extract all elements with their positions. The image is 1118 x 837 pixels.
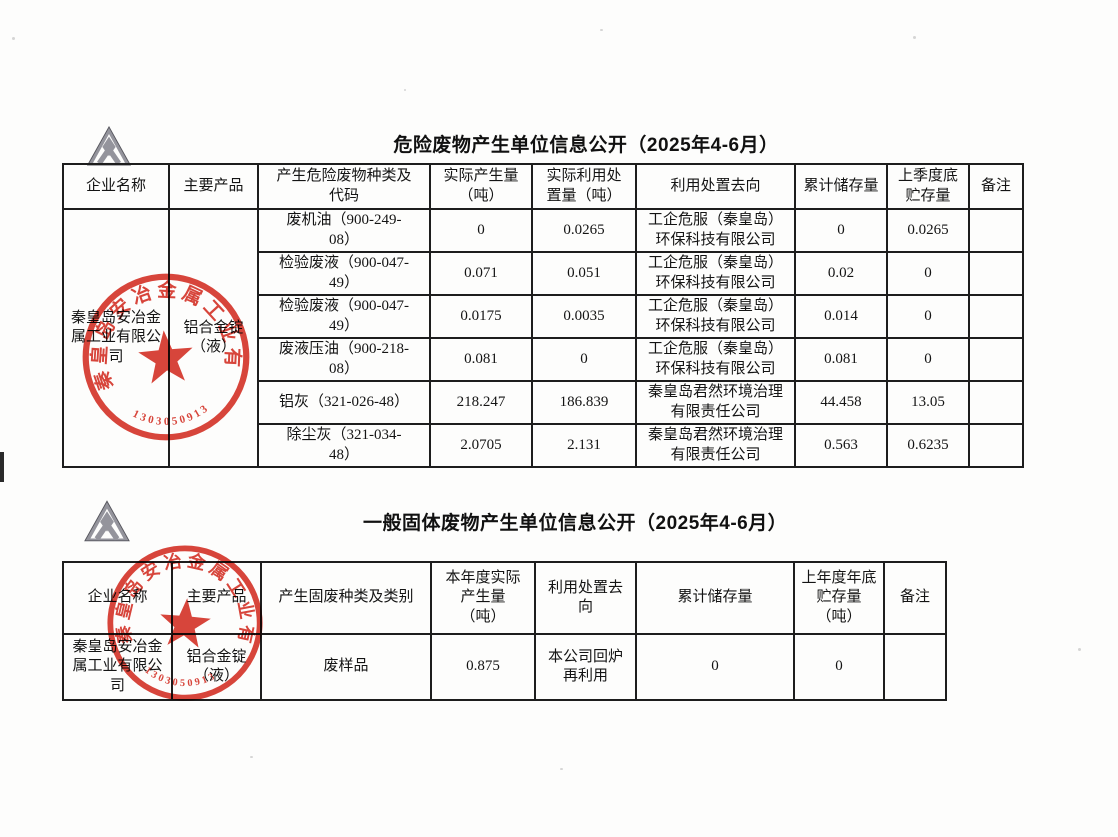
header-disposed: 实际利用处 置量（吨） bbox=[531, 163, 637, 210]
scan-speck bbox=[600, 29, 603, 31]
header-produced: 实际产生量 （吨） bbox=[429, 163, 533, 210]
disposed-cell: 0.0035 bbox=[531, 294, 637, 339]
produced-cell: 218.247 bbox=[429, 380, 533, 425]
hazardous-waste-table: 企业名称 主要产品 产生危险废物种类及 代码 实际产生量 （吨） 实际利用处 置… bbox=[62, 163, 1024, 468]
scan-speck bbox=[1078, 648, 1081, 651]
produced-cell: 0.071 bbox=[429, 251, 533, 296]
header-waste-type: 产生固废种类及类别 bbox=[260, 561, 432, 635]
stored-cell: 44.458 bbox=[794, 380, 888, 425]
seal-company-text: 秦皇岛安冶金属工业有限公司 bbox=[98, 536, 267, 658]
header-remark: 备注 bbox=[968, 163, 1024, 210]
prev-quarter-cell: 0 bbox=[886, 294, 970, 339]
table-row: 除尘灰（321-034- 48） 2.0705 2.131 秦皇岛君然环境治理 … bbox=[63, 423, 1024, 468]
header-company: 企业名称 bbox=[62, 163, 170, 210]
waste-type-cell: 检验废液（900-047- 49） bbox=[257, 251, 431, 296]
stored-cell: 0.563 bbox=[794, 423, 888, 468]
remark-cell bbox=[883, 633, 947, 701]
header-destination: 利用处置去 向 bbox=[534, 561, 637, 635]
scan-edge-mark bbox=[0, 452, 4, 482]
header-destination: 利用处置去向 bbox=[635, 163, 796, 210]
scan-speck bbox=[12, 37, 15, 40]
company-seal: 秦皇岛安冶金属工业有限公司 1303050913606 bbox=[73, 264, 250, 441]
company-logo-icon bbox=[84, 500, 130, 542]
destination-cell: 工企危服（秦皇岛） 环保科技有限公司 bbox=[635, 208, 796, 253]
scan-speck bbox=[560, 768, 563, 770]
scan-speck bbox=[250, 756, 253, 758]
stored-cell: 0.02 bbox=[794, 251, 888, 296]
destination-cell: 秦皇岛君然环境治理 有限责任公司 bbox=[635, 423, 796, 468]
waste-type-cell: 废机油（900-249- 08） bbox=[257, 208, 431, 253]
scan-speck bbox=[404, 89, 406, 91]
table-row: 检验废液（900-047- 49） 0.071 0.051 工企危服（秦皇岛） … bbox=[63, 251, 1024, 296]
stored-cell: 0.081 bbox=[794, 337, 888, 382]
disposed-cell: 0.0265 bbox=[531, 208, 637, 253]
produced-cell: 0.875 bbox=[430, 633, 536, 701]
waste-type-cell: 除尘灰（321-034- 48） bbox=[257, 423, 431, 468]
destination-cell: 工企危服（秦皇岛） 环保科技有限公司 bbox=[635, 294, 796, 339]
disposed-cell: 186.839 bbox=[531, 380, 637, 425]
table-row: 检验废液（900-047- 49） 0.0175 0.0035 工企危服（秦皇岛… bbox=[63, 294, 1024, 339]
waste-type-cell: 铝灰（321-026-48） bbox=[257, 380, 431, 425]
scan-speck bbox=[913, 36, 916, 39]
seal-star-icon bbox=[138, 330, 193, 384]
prev-quarter-cell: 0.0265 bbox=[886, 208, 970, 253]
remark-cell bbox=[968, 208, 1024, 253]
prev-quarter-cell: 13.05 bbox=[886, 380, 970, 425]
remark-cell bbox=[968, 423, 1024, 468]
company-seal: 秦皇岛安冶金属工业有限公司 1303050913606 bbox=[98, 536, 267, 701]
destination-cell: 秦皇岛君然环境治理 有限责任公司 bbox=[635, 380, 796, 425]
produced-cell: 2.0705 bbox=[429, 423, 533, 468]
header-row: 企业名称 主要产品 产生固废种类及类别 本年度实际 产生量 （吨） 利用处置去 … bbox=[62, 561, 947, 635]
destination-cell: 本公司回炉 再利用 bbox=[534, 633, 637, 701]
disposed-cell: 0 bbox=[531, 337, 637, 382]
header-produced: 本年度实际 产生量 （吨） bbox=[430, 561, 536, 635]
header-waste-type: 产生危险废物种类及 代码 bbox=[257, 163, 431, 210]
waste-type-cell: 检验废液（900-047- 49） bbox=[257, 294, 431, 339]
header-stored: 累计储存量 bbox=[635, 561, 795, 635]
disposed-cell: 2.131 bbox=[531, 423, 637, 468]
stored-cell: 0 bbox=[794, 208, 888, 253]
seal-company-text: 秦皇岛安冶金属工业有限公司 bbox=[73, 264, 248, 397]
header-row: 企业名称 主要产品 产生危险废物种类及 代码 实际产生量 （吨） 实际利用处 置… bbox=[62, 163, 1024, 210]
company-name-cell: 秦皇岛安冶金 属工业有限公 司 bbox=[62, 208, 170, 468]
waste-type-cell: 废液压油（900-218- 08） bbox=[257, 337, 431, 382]
prev-quarter-cell: 0 bbox=[886, 251, 970, 296]
disposed-cell: 0.051 bbox=[531, 251, 637, 296]
table-row: 废液压油（900-218- 08） 0.081 0 工企危服（秦皇岛） 环保科技… bbox=[63, 337, 1024, 382]
company-name-cell: 秦皇岛安冶金 属工业有限公 司 bbox=[62, 633, 173, 701]
prev-year-cell: 0 bbox=[793, 633, 885, 701]
remark-cell bbox=[968, 294, 1024, 339]
stored-cell: 0.014 bbox=[794, 294, 888, 339]
produced-cell: 0.081 bbox=[429, 337, 533, 382]
destination-cell: 工企危服（秦皇岛） 环保科技有限公司 bbox=[635, 251, 796, 296]
seal-star-icon bbox=[160, 598, 211, 648]
produced-cell: 0 bbox=[429, 208, 533, 253]
hazardous-waste-title: 危险废物产生单位信息公开（2025年4-6月） bbox=[393, 135, 779, 156]
waste-type-cell: 废样品 bbox=[260, 633, 432, 701]
prev-quarter-cell: 0 bbox=[886, 337, 970, 382]
produced-cell: 0.0175 bbox=[429, 294, 533, 339]
header-prev-year: 上年度年底 贮存量 （吨） bbox=[793, 561, 885, 635]
destination-cell: 工企危服（秦皇岛） 环保科技有限公司 bbox=[635, 337, 796, 382]
remark-cell bbox=[968, 337, 1024, 382]
table-row: 秦皇岛安冶金 属工业有限公 司 铝合金锭 （液） 废机油（900-249- 08… bbox=[62, 208, 1024, 468]
general-solid-waste-title: 一般固体废物产生单位信息公开（2025年4-6月） bbox=[363, 513, 788, 534]
remark-cell bbox=[968, 251, 1024, 296]
header-remark: 备注 bbox=[883, 561, 947, 635]
seal-ring bbox=[82, 273, 250, 441]
table-row: 铝灰（321-026-48） 218.247 186.839 秦皇岛君然环境治理… bbox=[63, 380, 1024, 425]
seal-ring bbox=[107, 545, 263, 701]
stored-cell: 0 bbox=[635, 633, 795, 701]
header-product: 主要产品 bbox=[168, 163, 259, 210]
remark-cell bbox=[968, 380, 1024, 425]
header-prev-quarter: 上季度底 贮存量 bbox=[886, 163, 970, 210]
header-stored: 累计储存量 bbox=[794, 163, 888, 210]
prev-quarter-cell: 0.6235 bbox=[886, 423, 970, 468]
company-logo-icon bbox=[86, 126, 132, 166]
